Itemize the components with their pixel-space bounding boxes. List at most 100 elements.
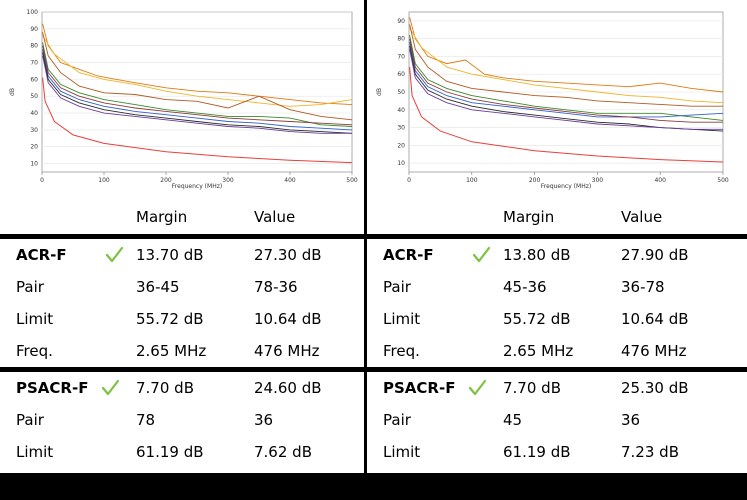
section-divider <box>367 234 747 239</box>
y-tick-label: 80 <box>30 43 38 50</box>
series-line <box>42 45 353 126</box>
y-tick-label: 50 <box>30 93 38 100</box>
x-axis-label: Frequency (MHz) <box>172 183 222 190</box>
y-tick-label: 20 <box>30 144 38 151</box>
series-line <box>409 38 723 123</box>
y-tick-label: 30 <box>397 125 405 132</box>
psacr-f-margin: 7.70 dB <box>136 379 194 397</box>
limit-margin: 61.19 dB <box>136 443 204 461</box>
x-tick-label: 500 <box>717 177 729 184</box>
margin-column-header: Margin <box>136 208 188 226</box>
y-tick-label: 100 <box>27 9 39 16</box>
series-line <box>42 55 352 134</box>
freq-label: Freq. <box>16 475 53 493</box>
pair-value: 36 <box>621 411 641 429</box>
section-divider <box>0 234 364 239</box>
limit-label: Limit <box>383 310 421 328</box>
acr-f-title: ACR-F <box>16 246 67 264</box>
acr-f-row: ACR-F 13.80 dB 27.90 dB <box>367 239 747 271</box>
psacr-f-pair-row: Pair 78 36 <box>0 404 364 436</box>
value-column-header: Value <box>254 208 296 226</box>
series-line <box>42 32 353 121</box>
freq-label: Freq. <box>383 475 420 493</box>
acr-chart-right: 10 20 30 40 50 60 70 80 90 0 100 200 300 400 500 Freque… <box>376 11 729 190</box>
x-tick-label: 200 <box>160 177 172 184</box>
limit-margin: 61.19 dB <box>503 443 571 461</box>
freq-value: 499 MHz <box>621 475 687 493</box>
acr-f-limit-row: Limit 55.72 dB 10.64 dB <box>367 303 747 335</box>
pair-value: 36 <box>254 411 274 429</box>
pair-label: Pair <box>383 278 411 296</box>
x-tick-label: 300 <box>592 177 604 184</box>
acr-f-margin: 13.80 dB <box>503 246 571 264</box>
section-divider <box>0 367 364 372</box>
acr-chart-left: 10 20 30 40 50 60 70 80 90 100 0 100 200 300 400 500 Fre… <box>9 9 358 190</box>
pair-margin: 36-45 <box>136 278 180 296</box>
freq-margin: 2.65 MHz <box>503 342 574 360</box>
limit-value: 7.62 dB <box>254 443 312 461</box>
series-line <box>409 49 723 130</box>
results-table-right: Margin Value ACR-F 13.80 dB 27.90 dB Pai… <box>367 200 747 500</box>
margin-column-header: Margin <box>503 208 555 226</box>
pass-check-icon <box>472 246 491 263</box>
y-tick-label: 30 <box>30 127 38 134</box>
pass-check-icon <box>105 246 124 263</box>
psacr-f-pair-row: Pair 45 36 <box>367 404 747 436</box>
freq-label: Freq. <box>383 342 420 360</box>
x-tick-label: 100 <box>98 177 110 184</box>
series-line <box>42 23 353 106</box>
x-tick-label: 400 <box>654 177 666 184</box>
y-tick-label: 60 <box>30 76 38 83</box>
psacr-f-limit-row: Limit 61.19 dB 7.62 dB <box>0 436 364 468</box>
y-tick-label: 40 <box>30 110 38 117</box>
limit-label: Limit <box>16 443 54 461</box>
y-tick-label: 40 <box>397 107 405 114</box>
series-line <box>409 17 724 93</box>
pair-label: Pair <box>16 278 44 296</box>
freq-value: 477 MHz <box>254 475 320 493</box>
value-column-header: Value <box>621 208 663 226</box>
y-tick-label: 50 <box>397 89 405 96</box>
series-line <box>42 42 353 127</box>
psacr-f-row: PSACR-F 7.70 dB 25.30 dB <box>367 372 747 404</box>
psacr-f-title: PSACR-F <box>16 379 89 397</box>
freq-margin: 1 MHz <box>136 475 183 493</box>
acr-f-title: ACR-F <box>383 246 434 264</box>
x-tick-label: 300 <box>222 177 234 184</box>
section-divider <box>367 367 747 372</box>
acr-f-pair-row: Pair 45-36 36-78 <box>367 271 747 303</box>
table-header: Margin Value <box>367 200 747 234</box>
pair-margin: 45-36 <box>503 278 547 296</box>
table-header: Margin Value <box>0 200 364 234</box>
acr-f-freq-row: Freq. 2.65 MHz 476 MHz <box>367 335 747 367</box>
right-report-panel: 10 20 30 40 50 60 70 80 90 0 100 200 300 400 500 Freque… <box>367 0 747 493</box>
limit-line <box>409 67 724 163</box>
limit-label: Limit <box>16 310 54 328</box>
acr-f-value: 27.90 dB <box>621 246 689 264</box>
series-line <box>409 42 724 118</box>
series-line <box>409 24 723 107</box>
plot-area <box>41 11 353 173</box>
x-axis-label: Frequency (MHz) <box>541 183 591 190</box>
pass-check-icon <box>101 379 120 396</box>
results-table-left: Margin Value ACR-F 13.70 dB 27.30 dB Pai… <box>0 200 364 500</box>
freq-margin: 1 MHz <box>503 475 550 493</box>
freq-value: 476 MHz <box>254 342 320 360</box>
pair-margin: 78 <box>136 411 156 429</box>
y-tick-label: 70 <box>397 53 405 60</box>
y-tick-label: 70 <box>30 60 38 67</box>
y-axis-label: dB <box>376 88 383 96</box>
x-tick-label: 400 <box>284 177 296 184</box>
acr-f-row: ACR-F 13.70 dB 27.30 dB <box>0 239 364 271</box>
freq-label: Freq. <box>16 342 53 360</box>
psacr-f-row: PSACR-F 7.70 dB 24.60 dB <box>0 372 364 404</box>
y-tick-label: 10 <box>397 160 405 167</box>
x-tick-label: 0 <box>407 177 411 184</box>
series-line <box>42 52 353 134</box>
pair-value: 36-78 <box>621 278 665 296</box>
y-tick-label: 80 <box>397 36 405 43</box>
psacr-f-value: 24.60 dB <box>254 379 322 397</box>
freq-margin: 2.65 MHz <box>136 342 207 360</box>
y-tick-label: 90 <box>30 26 38 33</box>
x-tick-label: 0 <box>40 177 44 184</box>
